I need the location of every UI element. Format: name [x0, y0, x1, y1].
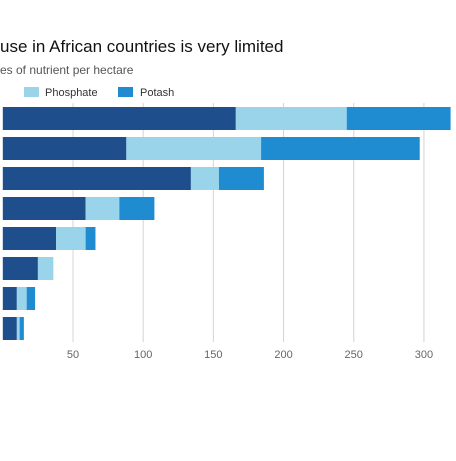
- legend-swatch-phosphate: [24, 87, 39, 97]
- legend-swatch-potash: [118, 87, 133, 97]
- x-tick-label: 200: [274, 349, 292, 361]
- x-tick-label: 300: [415, 349, 433, 361]
- bar-row-2-series-2: [126, 137, 262, 160]
- bar-row-2-series-3: [261, 137, 420, 160]
- bar-row-1-series-3: [346, 107, 451, 130]
- bar-row-3-series-2: [190, 167, 219, 190]
- bar-row-5-series-3: [85, 227, 96, 250]
- x-tick-label: 250: [345, 349, 363, 361]
- chart-title: use in African countries is very limited: [0, 37, 283, 56]
- bar-row-4-series-1: [2, 197, 86, 220]
- bar-row-1-series-1: [2, 107, 236, 130]
- bar-row-7-series-2: [16, 287, 27, 310]
- bar-row-4-series-2: [85, 197, 120, 220]
- x-tick-label: 100: [134, 349, 152, 361]
- bar-row-8-series-3: [19, 317, 24, 340]
- x-tick-label: 150: [204, 349, 222, 361]
- bar-row-3-series-3: [218, 167, 264, 190]
- bar-row-1-series-2: [235, 107, 347, 130]
- bar-row-8-series-1: [2, 317, 17, 340]
- x-tick-label: 50: [67, 349, 79, 361]
- bar-row-7-series-3: [26, 287, 36, 310]
- legend-label-potash: Potash: [140, 87, 174, 99]
- tick-layer: 50 100 150 200 250 300: [67, 349, 433, 361]
- bar-row-5-series-1: [2, 227, 57, 250]
- chart-subtitle: es of nutrient per hectare: [0, 63, 134, 77]
- bar-row-3-series-1: [2, 167, 191, 190]
- bar-row-7-series-1: [2, 287, 17, 310]
- bar-row-6-series-2: [37, 257, 54, 280]
- bar-row-8-series-2: [16, 317, 20, 340]
- bar-row-5-series-2: [56, 227, 86, 250]
- bar-row-2-series-1: [2, 137, 127, 160]
- legend-label-phosphate: Phosphate: [45, 87, 98, 99]
- bar-layer: [2, 107, 451, 340]
- bar-row-4-series-3: [119, 197, 155, 220]
- bar-row-6-series-1: [2, 257, 38, 280]
